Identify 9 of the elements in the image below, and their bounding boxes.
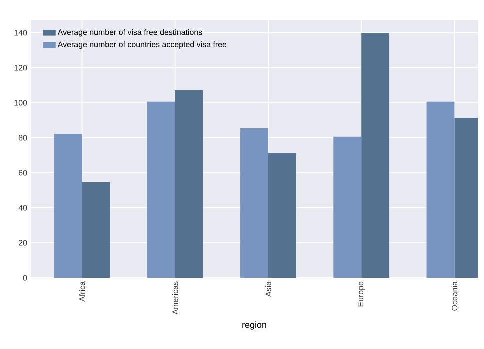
bar [240, 128, 268, 278]
x-axis-title: region [242, 322, 266, 330]
bar [334, 136, 362, 278]
bar [362, 32, 390, 278]
bar [82, 182, 110, 278]
bar [268, 153, 296, 278]
bar [147, 102, 176, 278]
bar [175, 90, 204, 278]
bar [54, 134, 82, 278]
